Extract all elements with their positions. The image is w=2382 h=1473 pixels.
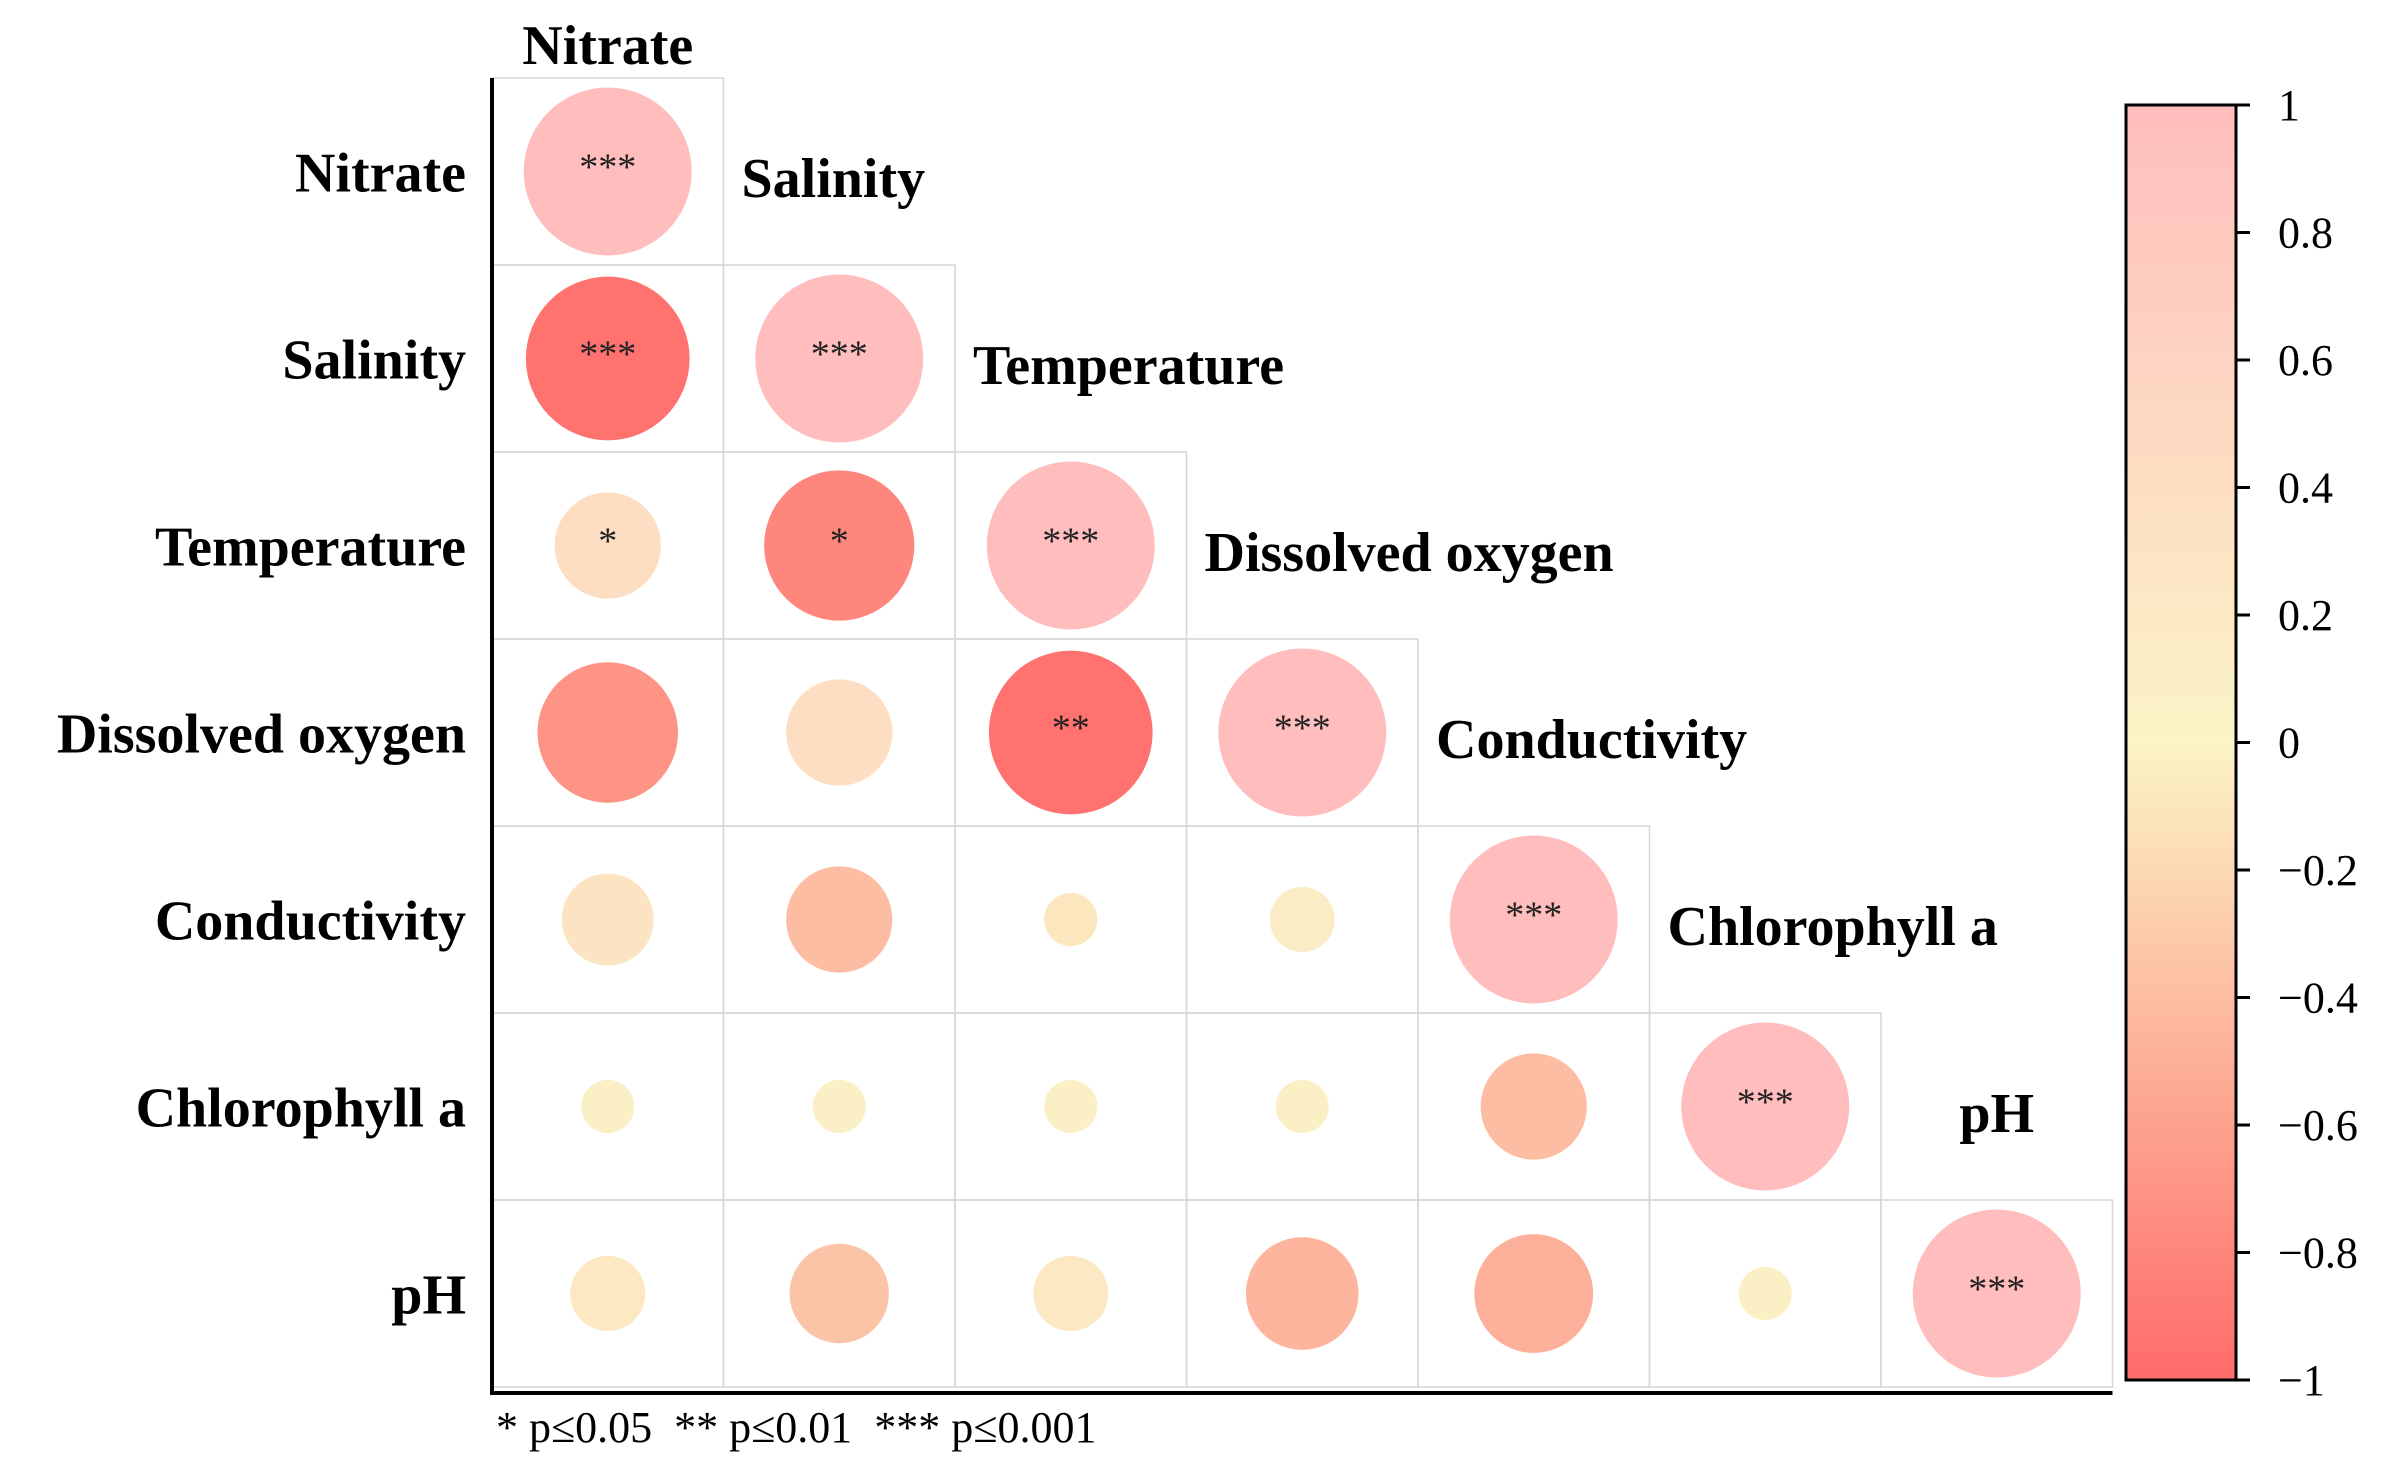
circle-chlorophyll-a-nitrate [581, 1079, 635, 1134]
col-label-temperature: Temperature [973, 335, 1284, 397]
colorbar-tick-label: −0.6 [2278, 1101, 2358, 1150]
col-label-salinity: Salinity [742, 148, 926, 210]
colorbar-tick-label: 0.4 [2278, 464, 2333, 513]
sig-ph-ph: *** [1968, 1269, 2025, 1311]
sig-chlorophyll-a-chlorophyll-a: *** [1737, 1082, 1794, 1124]
circle-ph-dissolved-oxygen [1245, 1237, 1359, 1350]
cell-ph-ph [1880, 1199, 2114, 1388]
row-label-chlorophyll-a: Chlorophyll a [136, 1078, 466, 1140]
colorbar-tick-label: 0.8 [2278, 209, 2333, 258]
circle-dissolved-oxygen-temperature [988, 650, 1153, 815]
sig-temperature-nitrate: * [598, 521, 617, 563]
colorbar-tick-label: −1 [2278, 1356, 2325, 1405]
col-label-nitrate: Nitrate [522, 15, 693, 77]
col-label-chlorophyll-a: Chlorophyll a [1668, 896, 1998, 958]
circle-dissolved-oxygen-dissolved-oxygen [1218, 648, 1387, 817]
col-label-ph: pH [1959, 1083, 2034, 1145]
colorbar-gradient [2124, 103, 2238, 1382]
sig-dissolved-oxygen-dissolved-oxygen: *** [1274, 708, 1331, 750]
circle-dissolved-oxygen-nitrate [537, 662, 679, 803]
colorbar-tick-label: −0.2 [2278, 846, 2358, 895]
sig-nitrate-nitrate: *** [579, 147, 636, 189]
sig-temperature-temperature: *** [1042, 521, 1099, 563]
circle-chlorophyll-a-salinity [812, 1079, 866, 1134]
colorbar-tick-label: 0 [2278, 719, 2300, 768]
circle-ph-temperature [1033, 1255, 1109, 1332]
circle-chlorophyll-a-conductivity [1480, 1053, 1587, 1160]
colorbar-tick-label: −0.4 [2278, 974, 2358, 1023]
circle-ph-ph [1912, 1209, 2081, 1378]
circle-ph-nitrate [570, 1255, 646, 1332]
circle-conductivity-nitrate [561, 873, 654, 966]
circle-conductivity-dissolved-oxygen [1269, 886, 1335, 953]
circle-temperature-temperature [986, 461, 1155, 630]
circle-chlorophyll-a-temperature [1044, 1079, 1098, 1134]
colorbar-tick-label: 0.2 [2278, 591, 2333, 640]
circle-chlorophyll-a-dissolved-oxygen [1275, 1079, 1329, 1134]
colorbar-tick-label: 0.6 [2278, 336, 2333, 385]
sig-salinity-nitrate: *** [579, 334, 636, 376]
significance-legend: * p≤0.05 ** p≤0.01 *** p≤0.001 [496, 1403, 1096, 1452]
circle-conductivity-conductivity [1449, 835, 1618, 1004]
circle-dissolved-oxygen-salinity [786, 679, 893, 786]
colorbar-tick-label: −0.8 [2278, 1229, 2358, 1278]
sig-conductivity-conductivity: *** [1505, 895, 1562, 937]
circle-temperature-nitrate [554, 492, 661, 599]
row-label-salinity: Salinity [282, 330, 466, 392]
row-label-conductivity: Conductivity [155, 891, 466, 953]
circle-salinity-nitrate [525, 276, 690, 441]
circle-nitrate-nitrate [523, 87, 692, 256]
circle-conductivity-salinity [786, 866, 893, 973]
col-label-dissolved-oxygen: Dissolved oxygen [1205, 522, 1614, 584]
circle-salinity-salinity [755, 274, 924, 443]
circle-chlorophyll-a-chlorophyll-a [1681, 1022, 1850, 1191]
row-label-ph: pH [391, 1265, 466, 1327]
col-label-conductivity: Conductivity [1436, 709, 1747, 771]
circle-ph-chlorophyll-a [1738, 1266, 1792, 1321]
sig-salinity-salinity: *** [811, 334, 868, 376]
row-labels: Nitrate Salinity Temperature Dissolved oxyg… [57, 143, 466, 1327]
significance-marks: ****** **** * ***** ************ [579, 147, 2025, 1311]
colorbar: 1 0.8 0.6 0.4 0.2 0 −0.2 −0.4 −0.6 −0.8 −1 [2124, 81, 2358, 1405]
sig-dissolved-oxygen-temperature: ** [1052, 708, 1090, 750]
axes [490, 78, 2113, 1395]
row-label-nitrate: Nitrate [295, 143, 466, 205]
sig-temperature-salinity: * [830, 521, 849, 563]
circle-conductivity-temperature [1044, 892, 1098, 947]
circle-ph-conductivity [1474, 1234, 1594, 1353]
colorbar-tick-label: 1 [2278, 81, 2300, 130]
correlation-circles [523, 87, 2081, 1378]
row-label-temperature: Temperature [155, 517, 466, 579]
column-labels: Nitrate Salinity Temperature Dissolved oxyg… [522, 15, 2034, 1145]
circle-ph-salinity [789, 1243, 889, 1344]
circle-temperature-salinity [764, 470, 915, 621]
row-label-dissolved-oxygen: Dissolved oxygen [57, 704, 466, 766]
